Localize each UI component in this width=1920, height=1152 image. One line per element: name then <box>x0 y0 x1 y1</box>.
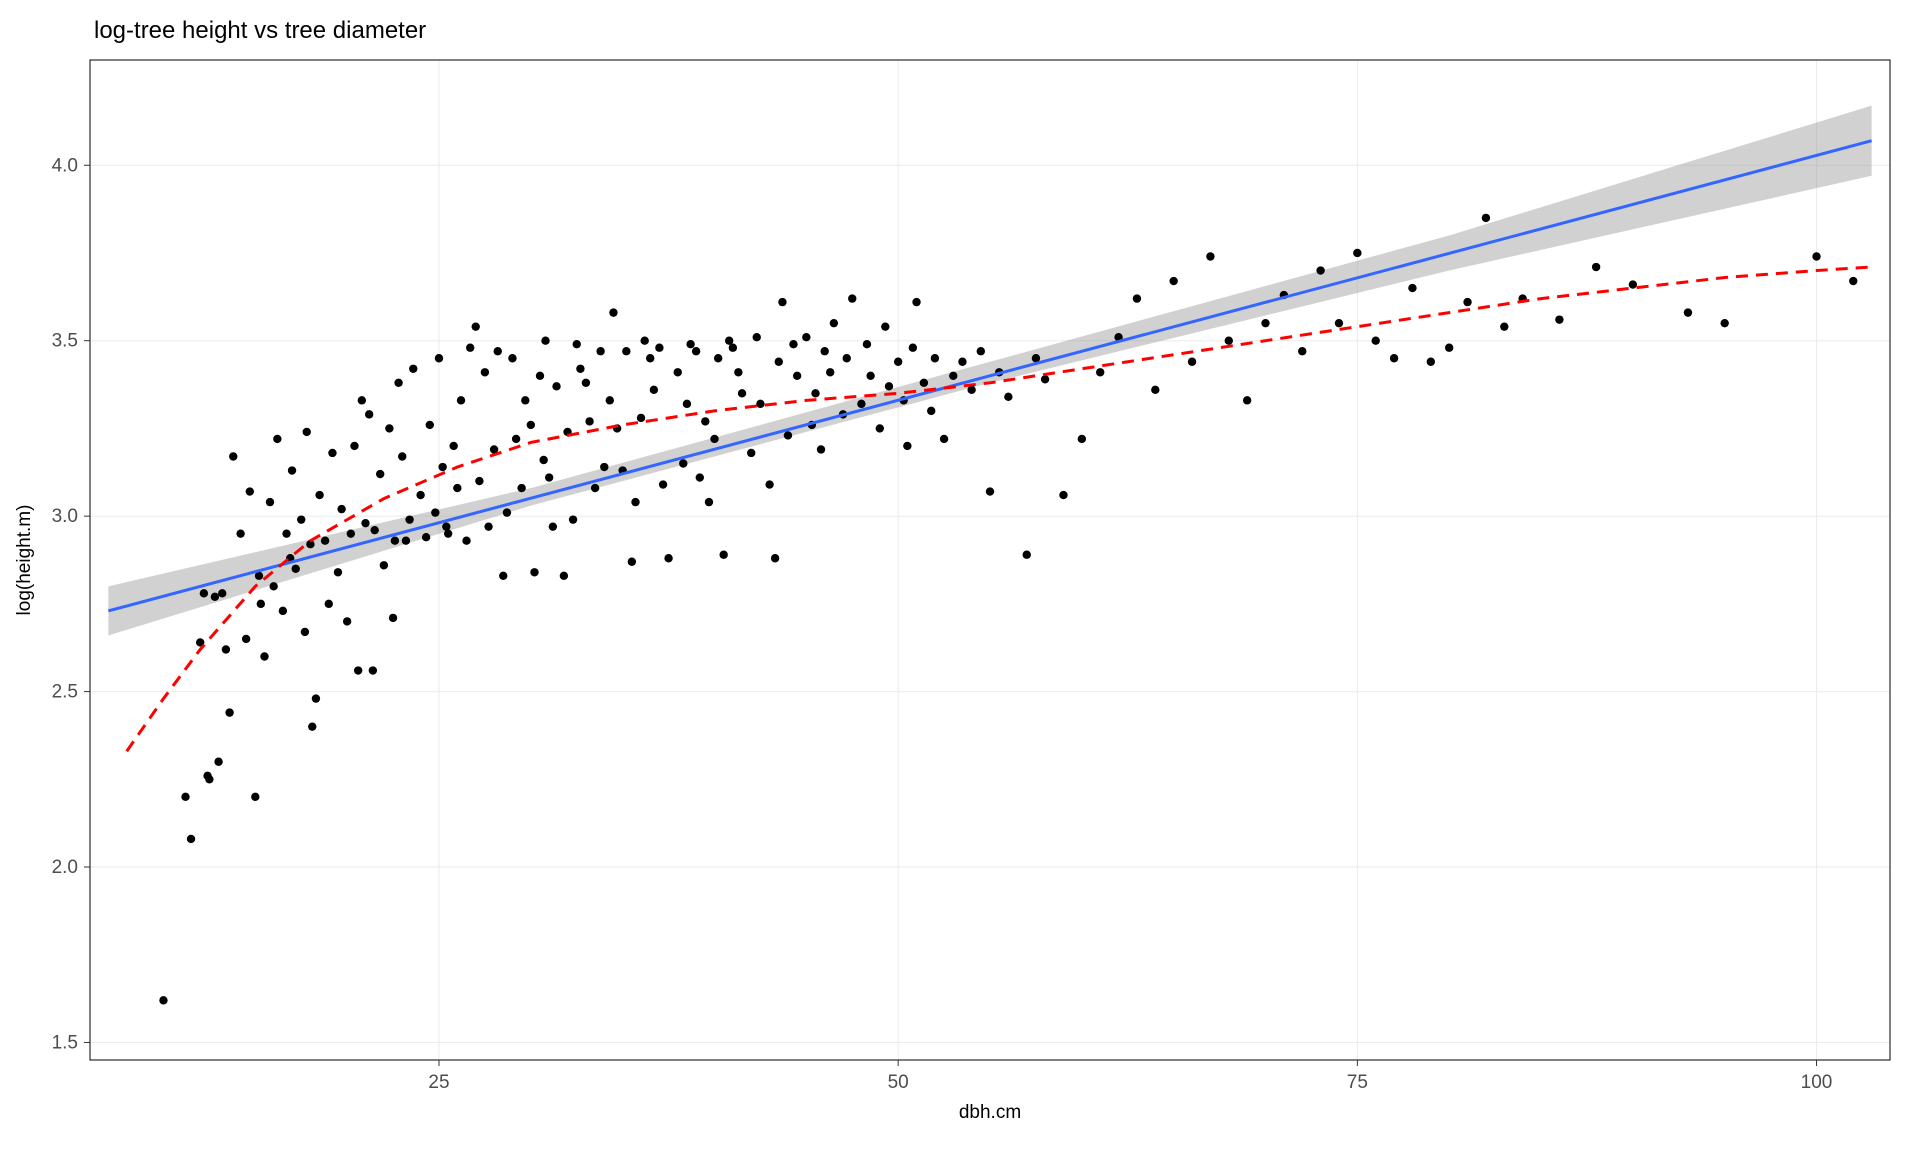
y-tick-label: 3.0 <box>52 506 78 527</box>
scatter-chart: 25 50 75 100 1.5 2.0 2.5 3.0 3.5 4.0 dbh.cm log(hei… <box>0 0 1920 1152</box>
y-tick-label: 1.5 <box>52 1032 78 1053</box>
y-tick-label: 2.0 <box>52 857 78 878</box>
x-tick-label: 25 <box>428 1072 449 1093</box>
y-tick-label: 4.0 <box>52 155 78 176</box>
x-tick-label: 50 <box>888 1072 909 1093</box>
x-axis-label: dbh.cm <box>959 1102 1021 1123</box>
x-tick-label: 75 <box>1347 1072 1368 1093</box>
y-tick-label: 3.5 <box>52 331 78 352</box>
chart-svg: 25 50 75 100 1.5 2.0 2.5 3.0 3.5 4.0 dbh.cm log(hei… <box>0 0 1920 1152</box>
x-tick-label: 100 <box>1801 1072 1833 1093</box>
chart-title: log-tree height vs tree diameter <box>94 17 426 44</box>
y-tick-label: 2.5 <box>52 682 78 703</box>
y-axis-label: log(height.m) <box>14 505 35 616</box>
